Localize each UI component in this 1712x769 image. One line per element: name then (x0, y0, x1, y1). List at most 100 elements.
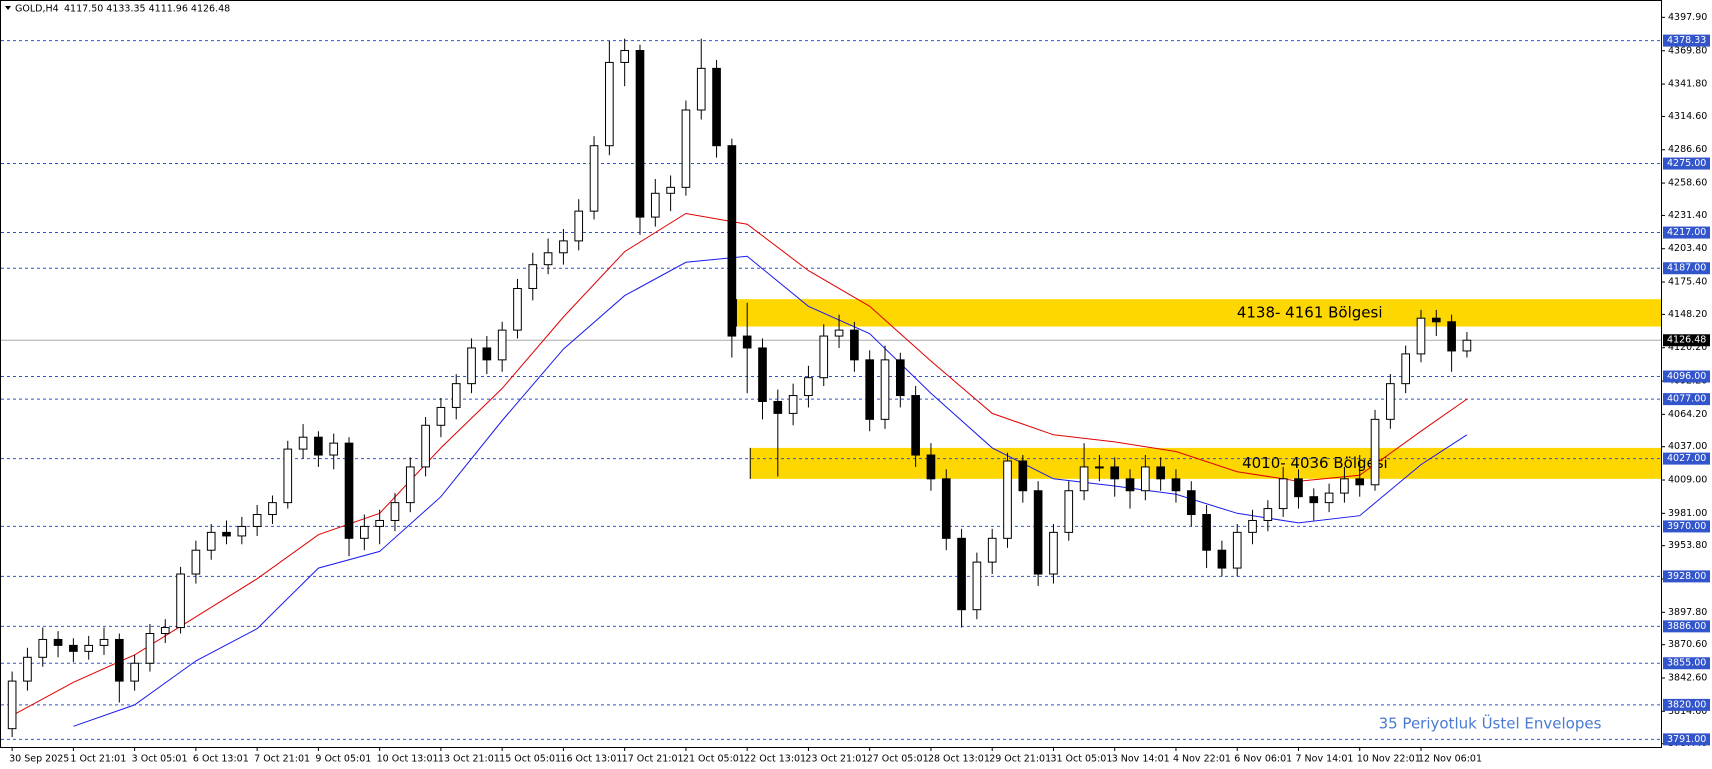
level-label: 4378.33 (1667, 35, 1706, 46)
candle-body (1447, 321, 1456, 352)
symbol: GOLD,H4 (15, 4, 59, 15)
candle-body (1156, 466, 1165, 480)
candle-body (375, 519, 384, 527)
candle-body (1370, 418, 1380, 486)
level-label: 3791.00 (1667, 734, 1706, 745)
x-tick-label: 7 Oct 21:01 (254, 754, 310, 765)
candle-body (99, 638, 109, 646)
x-tick-label: 10 Nov 22:01 (1357, 754, 1421, 765)
candle-body (436, 406, 446, 426)
level-label: 4077.00 (1667, 394, 1706, 405)
candle-body (941, 478, 951, 539)
candle-body (1095, 466, 1104, 469)
x-tick-label: 31 Oct 05:01 (1050, 754, 1112, 765)
candle-body (1232, 531, 1242, 569)
level-label-box (1663, 620, 1710, 633)
candle-body (1003, 460, 1012, 539)
y-tick-label: 3870.60 (1668, 639, 1707, 650)
candle-body (972, 561, 982, 611)
quote: 4117.50 4133.35 4111.96 4126.48 (64, 4, 230, 15)
level-label-box (1663, 34, 1710, 47)
current-price-label: 4126.48 (1667, 335, 1706, 346)
candle-body (1064, 490, 1074, 533)
candle-body (84, 644, 94, 652)
level-label-box (1663, 520, 1710, 533)
candle-body (1386, 383, 1395, 420)
x-tick-label: 17 Oct 21:01 (622, 754, 684, 765)
candle-body (176, 573, 185, 629)
y-tick-label: 4286.60 (1668, 144, 1707, 155)
x-tick-label: 23 Oct 21:01 (805, 754, 867, 765)
x-tick-label: 30 Sep 2025 (9, 754, 69, 765)
y-tick-label: 3981.00 (1668, 508, 1707, 519)
candle-body (1431, 317, 1441, 323)
candle-body (298, 436, 308, 450)
candle-body (620, 50, 630, 63)
candle-body (880, 359, 890, 420)
candle-body (1186, 490, 1196, 516)
candle-body (850, 329, 859, 361)
candle-body (742, 335, 752, 349)
y-tick-label: 4064.20 (1668, 409, 1707, 420)
level-label-box (1663, 733, 1710, 746)
candle-body (1294, 478, 1303, 498)
candle-body (666, 186, 675, 194)
x-tick-label: 13 Oct 21:01 (438, 754, 500, 765)
y-tick-label: 4258.60 (1668, 178, 1707, 189)
y-tick-label: 3814.60 (1668, 706, 1707, 717)
candle-body (329, 442, 339, 456)
level-label-box (1663, 262, 1710, 275)
candle-body (987, 537, 997, 563)
candle-body (390, 502, 400, 521)
candle-body (819, 335, 829, 379)
x-tick-label: 22 Oct 13:01 (744, 754, 806, 765)
x-tick-label: 21 Oct 05:01 (683, 754, 745, 765)
level-label-box (1663, 393, 1710, 406)
envelope-line (11, 212, 1468, 717)
candle-body (252, 514, 262, 527)
y-tick-label: 4037.00 (1668, 441, 1707, 452)
x-tick-label: 3 Oct 05:01 (132, 754, 188, 765)
candle-body (589, 145, 599, 212)
y-tick-label: 3953.80 (1668, 540, 1707, 551)
candle-body (513, 287, 522, 331)
candle-body (865, 359, 875, 420)
candle-body (1049, 531, 1058, 575)
candle-body (834, 329, 844, 337)
candle-body (681, 109, 691, 188)
candle-body (360, 525, 369, 539)
level-label: 4096.00 (1667, 371, 1706, 382)
y-tick-label: 3842.60 (1668, 672, 1707, 683)
candle-body (283, 448, 293, 504)
candle-body (467, 347, 476, 385)
candle-body (957, 537, 966, 611)
candle-body (1018, 460, 1028, 492)
candle-body (1125, 478, 1135, 492)
x-tick-label: 4 Nov 22:01 (1173, 754, 1231, 765)
candle-body (1462, 339, 1472, 352)
candle-body (1033, 490, 1043, 575)
x-tick-label: 28 Oct 13:01 (928, 754, 990, 765)
candle-body (497, 329, 507, 361)
x-tick-label: 6 Nov 06:01 (1234, 754, 1292, 765)
level-label-box (1663, 226, 1710, 239)
x-tick-label: 6 Oct 13:01 (193, 754, 249, 765)
candle-body (1171, 478, 1181, 492)
x-tick-label: 15 Oct 05:01 (499, 754, 561, 765)
zone (750, 447, 1661, 479)
candle-body (1110, 466, 1120, 480)
candle-body (758, 347, 767, 402)
x-tick-label: 7 Nov 14:01 (1295, 754, 1353, 765)
candle-body (237, 525, 247, 537)
candle-body (451, 383, 461, 408)
y-tick-label: 3897.80 (1668, 607, 1707, 618)
candle-body (222, 531, 231, 537)
candle-body (1324, 492, 1334, 504)
candle-body (895, 359, 905, 397)
candle-body (605, 61, 614, 147)
level-label-box (1663, 370, 1710, 383)
level-label: 3855.00 (1667, 658, 1706, 669)
candle-body (114, 638, 124, 682)
candle-body (559, 240, 568, 254)
